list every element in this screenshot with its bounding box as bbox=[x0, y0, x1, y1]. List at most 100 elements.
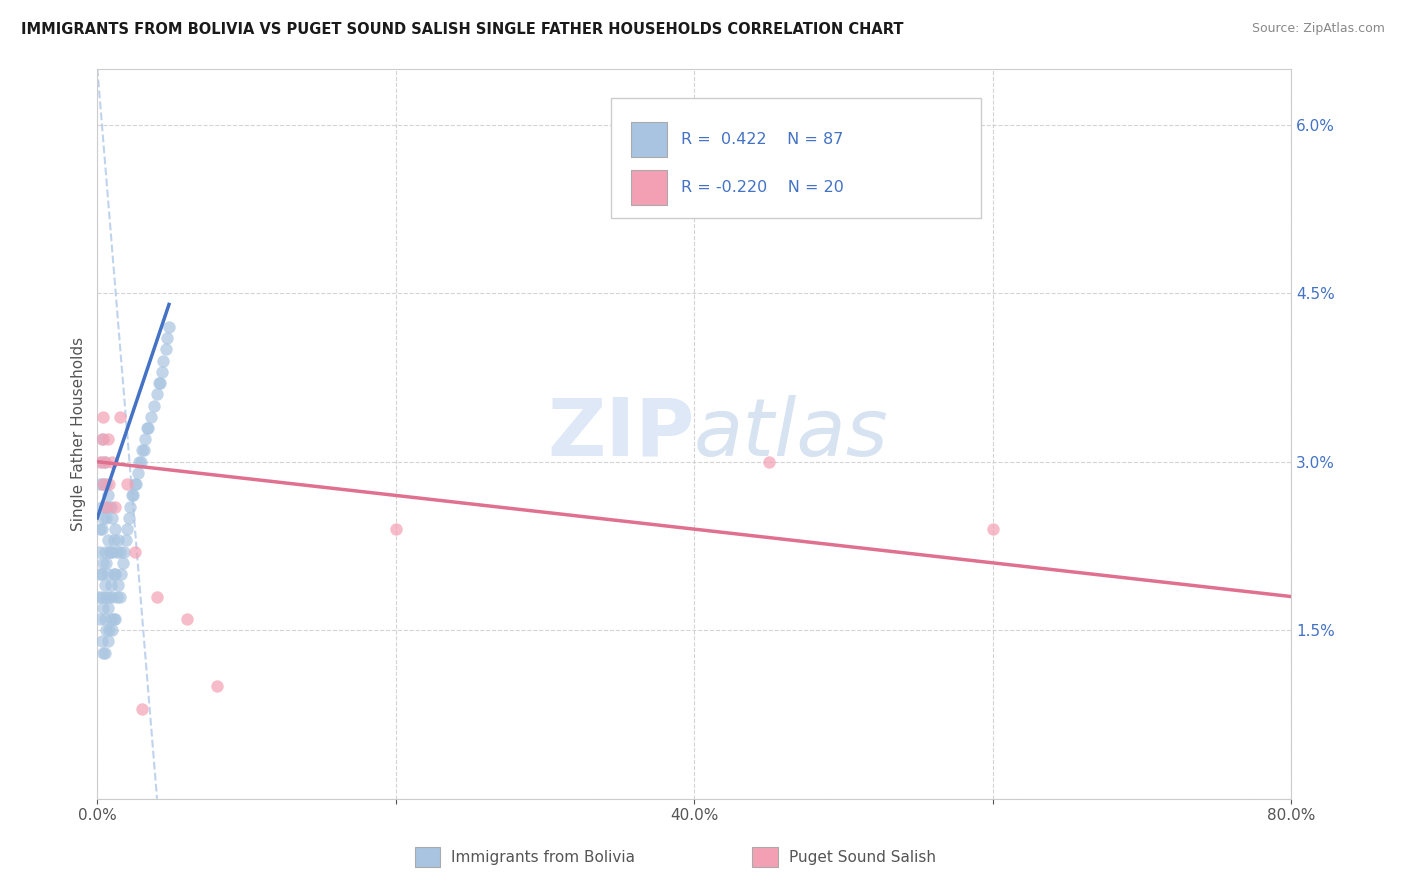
Point bbox=[108, 590, 131, 604]
Point bbox=[205, 680, 228, 694]
Point bbox=[146, 387, 169, 401]
Point bbox=[114, 533, 136, 548]
Point bbox=[118, 511, 141, 525]
Point bbox=[100, 578, 122, 592]
Point bbox=[97, 488, 120, 502]
Point bbox=[98, 544, 121, 558]
Point bbox=[108, 409, 131, 424]
Point bbox=[94, 646, 117, 660]
Point bbox=[131, 443, 153, 458]
Point bbox=[100, 500, 122, 514]
Point bbox=[94, 455, 117, 469]
Point bbox=[110, 567, 132, 582]
Point bbox=[101, 455, 124, 469]
FancyBboxPatch shape bbox=[610, 98, 980, 219]
Point bbox=[152, 353, 174, 368]
Point bbox=[100, 612, 122, 626]
Point bbox=[90, 634, 112, 648]
Point bbox=[104, 522, 127, 536]
Point bbox=[96, 511, 118, 525]
Point bbox=[135, 421, 157, 435]
Point bbox=[105, 544, 128, 558]
Point bbox=[111, 556, 134, 570]
Point bbox=[127, 466, 149, 480]
Point bbox=[125, 477, 148, 491]
Point bbox=[91, 556, 114, 570]
Point bbox=[94, 544, 117, 558]
Point bbox=[124, 477, 146, 491]
Point bbox=[94, 612, 117, 626]
Point bbox=[157, 319, 180, 334]
Point bbox=[108, 544, 131, 558]
Y-axis label: Single Father Households: Single Father Households bbox=[72, 336, 86, 531]
Point bbox=[104, 567, 127, 582]
Point bbox=[101, 624, 124, 638]
Point bbox=[87, 590, 110, 604]
Point bbox=[89, 612, 111, 626]
Point bbox=[94, 500, 117, 514]
Point bbox=[101, 544, 124, 558]
Text: Immigrants from Bolivia: Immigrants from Bolivia bbox=[451, 850, 636, 864]
Point bbox=[122, 488, 145, 502]
Point bbox=[120, 500, 142, 514]
Point bbox=[90, 500, 112, 514]
Point bbox=[89, 477, 111, 491]
Point bbox=[96, 500, 118, 514]
Point bbox=[91, 646, 114, 660]
Point bbox=[128, 455, 150, 469]
Text: Puget Sound Salish: Puget Sound Salish bbox=[789, 850, 936, 864]
Bar bbox=[631, 170, 666, 205]
Point bbox=[90, 432, 112, 446]
Point bbox=[104, 612, 127, 626]
Point bbox=[105, 590, 128, 604]
Point bbox=[131, 702, 153, 716]
Point bbox=[115, 477, 138, 491]
Point bbox=[94, 578, 117, 592]
Point bbox=[143, 399, 166, 413]
Point bbox=[148, 376, 170, 390]
Point bbox=[89, 522, 111, 536]
Point bbox=[156, 331, 179, 345]
Text: IMMIGRANTS FROM BOLIVIA VS PUGET SOUND SALISH SINGLE FATHER HOUSEHOLDS CORRELATI: IMMIGRANTS FROM BOLIVIA VS PUGET SOUND S… bbox=[21, 22, 904, 37]
Text: atlas: atlas bbox=[695, 394, 889, 473]
Point bbox=[149, 376, 172, 390]
Point bbox=[103, 533, 125, 548]
Point bbox=[90, 590, 112, 604]
Point bbox=[758, 455, 780, 469]
Point bbox=[91, 477, 114, 491]
Point bbox=[101, 511, 124, 525]
Point bbox=[101, 590, 124, 604]
Point bbox=[98, 477, 121, 491]
Point bbox=[107, 578, 129, 592]
Bar bbox=[631, 122, 666, 157]
Point bbox=[91, 600, 114, 615]
Point bbox=[91, 477, 114, 491]
Point bbox=[139, 409, 162, 424]
Point bbox=[89, 567, 111, 582]
Point bbox=[176, 612, 198, 626]
Text: R =  0.422    N = 87: R = 0.422 N = 87 bbox=[681, 132, 844, 147]
Point bbox=[91, 511, 114, 525]
Point bbox=[155, 343, 177, 357]
Point bbox=[124, 544, 146, 558]
Point bbox=[97, 567, 120, 582]
Point bbox=[384, 522, 406, 536]
Point bbox=[112, 544, 135, 558]
Point bbox=[121, 488, 143, 502]
Point bbox=[136, 421, 159, 435]
Point bbox=[98, 624, 121, 638]
Text: ZIP: ZIP bbox=[547, 394, 695, 473]
Point bbox=[91, 432, 114, 446]
Point bbox=[96, 477, 118, 491]
Text: Source: ZipAtlas.com: Source: ZipAtlas.com bbox=[1251, 22, 1385, 36]
Point bbox=[104, 500, 127, 514]
Point bbox=[132, 443, 155, 458]
Point bbox=[100, 544, 122, 558]
Point bbox=[115, 522, 138, 536]
Point bbox=[146, 590, 169, 604]
Point bbox=[134, 432, 156, 446]
Point bbox=[90, 455, 112, 469]
Point bbox=[96, 590, 118, 604]
Point bbox=[97, 432, 120, 446]
Point bbox=[97, 533, 120, 548]
